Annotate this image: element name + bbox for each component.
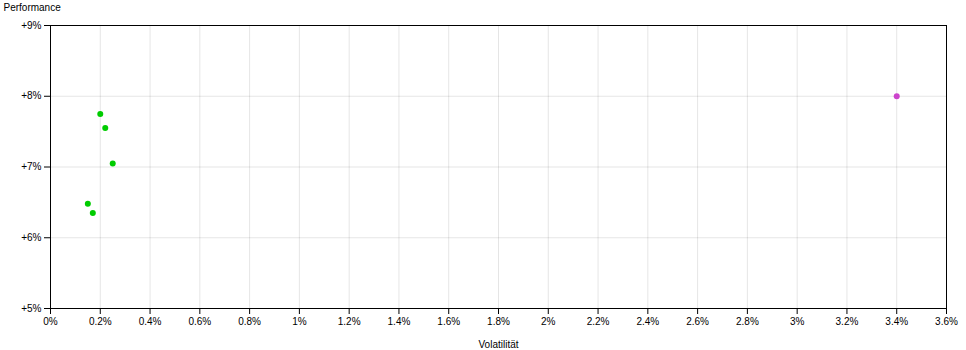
svg-text:1.6%: 1.6% [437,316,460,327]
svg-text:0.4%: 0.4% [139,316,162,327]
svg-text:2.8%: 2.8% [736,316,759,327]
svg-text:0.8%: 0.8% [238,316,261,327]
svg-text:+7%: +7% [21,161,41,172]
svg-text:2.2%: 2.2% [587,316,610,327]
svg-text:Volatilität: Volatilität [478,339,518,350]
svg-text:+6%: +6% [21,232,41,243]
svg-text:1%: 1% [292,316,307,327]
svg-text:0.6%: 0.6% [188,316,211,327]
svg-text:1.4%: 1.4% [388,316,411,327]
svg-text:0.2%: 0.2% [89,316,112,327]
svg-text:+5%: +5% [21,303,41,314]
svg-text:3.4%: 3.4% [885,316,908,327]
svg-text:1.8%: 1.8% [487,316,510,327]
svg-text:3.2%: 3.2% [836,316,859,327]
svg-text:3%: 3% [790,316,805,327]
svg-text:2.4%: 2.4% [636,316,659,327]
svg-text:2.6%: 2.6% [686,316,709,327]
svg-text:Performance: Performance [4,2,62,13]
svg-text:1.2%: 1.2% [338,316,361,327]
svg-text:0%: 0% [43,316,58,327]
svg-text:+9%: +9% [21,20,41,31]
svg-text:+8%: +8% [21,90,41,101]
svg-text:3.6%: 3.6% [935,316,958,327]
svg-text:2%: 2% [541,316,556,327]
